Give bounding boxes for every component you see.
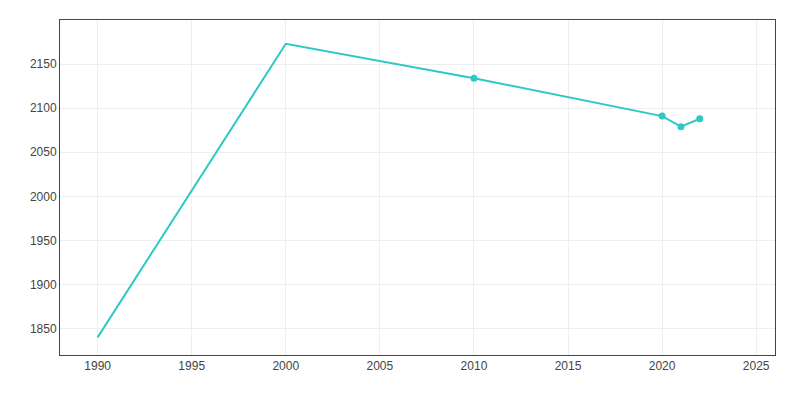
svg-text:2150: 2150: [30, 57, 57, 71]
svg-text:2000: 2000: [272, 359, 299, 373]
svg-text:2000: 2000: [30, 190, 57, 204]
svg-text:1850: 1850: [30, 322, 57, 336]
svg-text:2015: 2015: [555, 359, 582, 373]
svg-text:2100: 2100: [30, 101, 57, 115]
svg-text:1950: 1950: [30, 234, 57, 248]
svg-text:2010: 2010: [461, 359, 488, 373]
svg-text:1900: 1900: [30, 278, 57, 292]
svg-text:2005: 2005: [367, 359, 394, 373]
svg-text:1990: 1990: [84, 359, 111, 373]
svg-text:2025: 2025: [743, 359, 770, 373]
svg-text:2050: 2050: [30, 145, 57, 159]
svg-text:2020: 2020: [649, 359, 676, 373]
svg-text:1995: 1995: [178, 359, 205, 373]
